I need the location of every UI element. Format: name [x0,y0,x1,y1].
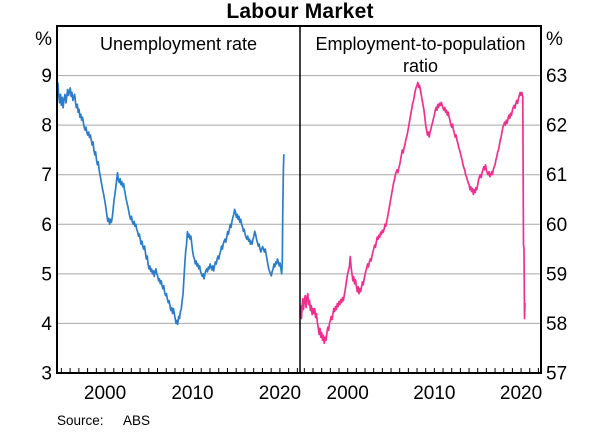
y-tick-label-right-61: 61 [546,165,567,186]
source-label: Source: [57,413,104,428]
y-tick-label-left-8: 8 [41,116,52,137]
y-tick-label-right-63: 63 [546,66,567,87]
employment-to-population-ratio-line [300,81,526,345]
x-tick-label-2020: 2020 [259,383,301,404]
y-tick-label-left-7: 7 [41,165,52,186]
x-tick-label-2010: 2010 [171,383,213,404]
y-tick-label-right-62: 62 [546,116,567,137]
source-note: Source: ABS [57,413,357,433]
panel-title-right: Employment-to-population [315,34,525,54]
y-tick-label-right-60: 60 [546,215,567,236]
x-tick-label-2000: 2000 [327,383,369,404]
y-tick-label-right-58: 58 [546,314,567,335]
y-tick-label-left-6: 6 [41,215,52,236]
y-tick-label-left-9: 9 [41,66,52,87]
unit-label-left: % [35,29,52,50]
unemployment-rate-line [57,82,285,326]
unit-label-right: % [546,29,563,50]
x-tick-label-2000: 2000 [84,383,126,404]
y-tick-label-left-5: 5 [41,264,52,285]
panel-title-right: ratio [403,56,438,76]
y-tick-label-left-3: 3 [41,364,52,385]
chart-title: Labour Market [226,0,374,23]
x-tick-label-2010: 2010 [413,383,455,404]
panel-title-left: Unemployment rate [100,34,257,54]
y-tick-label-right-59: 59 [546,264,567,285]
plot-frame [56,25,542,374]
source-value: ABS [123,413,151,428]
x-tick-label-2020: 2020 [500,383,542,404]
y-tick-label-right-57: 57 [546,364,567,385]
y-tick-label-left-4: 4 [41,314,52,335]
